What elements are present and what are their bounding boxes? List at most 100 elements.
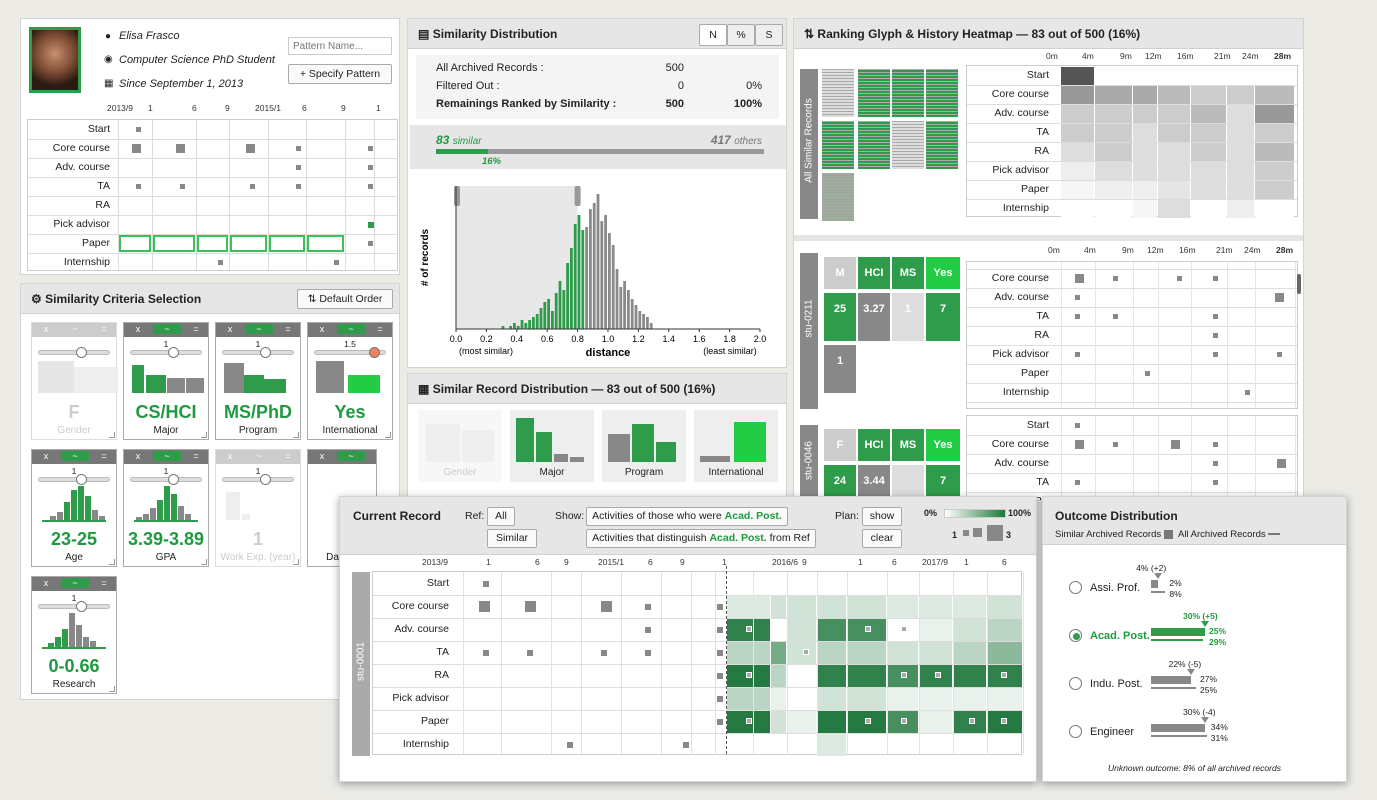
resize-handle-icon[interactable] — [293, 559, 299, 565]
toggle-pct[interactable]: % — [727, 24, 755, 46]
slider-knob[interactable] — [76, 474, 87, 485]
weight-slider[interactable] — [38, 347, 110, 358]
resize-handle-icon[interactable] — [201, 432, 207, 438]
resize-handle-icon[interactable] — [109, 432, 115, 438]
criteria-control[interactable]: = — [193, 324, 199, 334]
criteria-control[interactable]: ~ — [337, 451, 365, 461]
outcome-row-assi-prof[interactable]: Assi. Prof. 4% (+2) 2% 8% — [1043, 553, 1348, 599]
pattern-cell[interactable] — [119, 235, 151, 252]
resize-handle-icon[interactable] — [201, 559, 207, 565]
criteria-control[interactable]: = — [377, 451, 383, 461]
criteria-card-major[interactable]: x ~ = 1 CS/HCI Major — [123, 322, 209, 440]
criteria-card-gender[interactable]: x ~ = F Gender — [31, 322, 118, 440]
criteria-control[interactable]: ~ — [256, 451, 262, 461]
slider-knob[interactable] — [76, 601, 87, 612]
weight-slider[interactable] — [38, 474, 110, 485]
weight-slider[interactable] — [314, 347, 386, 358]
weight-slider[interactable] — [130, 474, 202, 485]
criteria-card-research[interactable]: x ~ = 1 0-0.66 Research — [31, 576, 117, 694]
pattern-name-input[interactable] — [288, 37, 392, 55]
criteria-control[interactable]: ~ — [153, 324, 181, 334]
outcome-row-engineer[interactable]: Engineer 30% (-4) 34% 31% — [1043, 697, 1348, 743]
distribution-card-program[interactable]: Program — [602, 410, 686, 482]
criteria-control[interactable]: = — [101, 451, 107, 461]
pattern-cell[interactable] — [153, 235, 195, 252]
resize-handle-icon[interactable] — [385, 432, 391, 438]
pattern-cell[interactable] — [230, 235, 267, 252]
criteria-card-program[interactable]: x ~ = 1 MS/PhD Program — [215, 322, 301, 440]
show-activities-button[interactable]: Activities of those who were Acad. Post. — [586, 507, 788, 526]
show-distinguish-button[interactable]: Activities that distinguish Acad. Post. … — [586, 529, 816, 548]
criteria-control[interactable]: x — [227, 324, 233, 334]
outcome-radio[interactable] — [1069, 581, 1082, 594]
pattern-cell[interactable] — [269, 235, 305, 252]
criteria-control[interactable]: x — [227, 451, 233, 461]
distribution-card-international[interactable]: International — [694, 410, 778, 482]
resize-handle-icon[interactable] — [293, 432, 299, 438]
outcome-row-indu-post[interactable]: Indu. Post. 22% (-5) 27% 25% — [1043, 649, 1348, 695]
criteria-control[interactable]: = — [101, 324, 107, 334]
criteria-control[interactable]: x — [43, 578, 49, 588]
pattern-cell[interactable] — [197, 235, 228, 252]
ranking-scrollbar[interactable] — [1297, 274, 1301, 294]
specify-pattern-button[interactable]: + Specify Pattern — [288, 64, 392, 84]
criteria-control[interactable]: = — [285, 324, 291, 334]
ref-all-button[interactable]: All — [487, 507, 515, 526]
weight-slider[interactable] — [38, 601, 110, 612]
slider-knob[interactable] — [260, 347, 271, 358]
weight-slider[interactable] — [130, 347, 202, 358]
outcome-radio[interactable] — [1069, 677, 1082, 690]
slider-knob[interactable] — [76, 347, 87, 358]
plan-clear-button[interactable]: clear — [862, 529, 902, 548]
resize-handle-icon[interactable] — [109, 686, 115, 692]
weight-slider[interactable] — [222, 347, 294, 358]
criteria-control[interactable]: = — [285, 451, 291, 461]
slider-knob[interactable] — [168, 474, 179, 485]
criteria-control[interactable]: x — [319, 324, 325, 334]
toggle-n[interactable]: N — [699, 24, 727, 46]
plan-show-button[interactable]: show — [862, 507, 902, 526]
outcome-row-acad-post[interactable]: Acad. Post. 30% (+5) 25% 29% — [1043, 601, 1348, 647]
slider-knob[interactable] — [260, 474, 271, 485]
brush-handle-left[interactable] — [454, 186, 460, 206]
criteria-control[interactable]: x — [135, 324, 141, 334]
default-order-button[interactable]: ⇅ Default Order — [297, 289, 393, 309]
all-records-glyph[interactable] — [822, 69, 962, 221]
heatmap-cell — [1191, 162, 1226, 180]
distribution-card-gender[interactable]: Gender — [418, 410, 502, 482]
pattern-cell[interactable] — [307, 235, 344, 252]
criteria-control[interactable]: ~ — [153, 451, 181, 461]
toggle-s[interactable]: S — [755, 24, 783, 46]
criteria-control[interactable]: x — [43, 324, 49, 334]
distribution-card-major[interactable]: Major — [510, 410, 594, 482]
criteria-control[interactable]: x — [319, 451, 325, 461]
criteria-card-work-exp-year[interactable]: x ~ = 1 1 Work Exp. (year) — [215, 449, 301, 567]
activity-mark — [246, 144, 255, 153]
criteria-control[interactable]: ~ — [61, 578, 89, 588]
criteria-control[interactable]: = — [193, 451, 199, 461]
outcome-radio[interactable] — [1069, 725, 1082, 738]
heatmap-row-label: Start — [1026, 69, 1049, 81]
weight-slider[interactable] — [222, 474, 294, 485]
brush-handle-right[interactable] — [574, 186, 581, 206]
criteria-control[interactable]: = — [377, 324, 383, 334]
slider-knob[interactable] — [369, 347, 380, 358]
slider-knob[interactable] — [168, 347, 179, 358]
histogram-bar — [649, 323, 653, 329]
criteria-control[interactable]: x — [135, 451, 141, 461]
globe-icon: ◉ — [104, 54, 113, 65]
current-row-label: Core course — [391, 600, 449, 612]
record-stu-0046[interactable]: stu-0046 F HCI MS Yes 24 3.44 7 Start Core course… — [794, 415, 1300, 503]
criteria-control[interactable]: ~ — [337, 324, 365, 334]
criteria-control[interactable]: x — [43, 451, 49, 461]
criteria-card-age[interactable]: x ~ = 1 23-25 Age — [31, 449, 117, 567]
criteria-control[interactable]: = — [101, 578, 107, 588]
criteria-card-gpa[interactable]: x ~ = 1 3.39-3.89 GPA — [123, 449, 209, 567]
criteria-control[interactable]: ~ — [61, 451, 89, 461]
ref-similar-button[interactable]: Similar — [487, 529, 537, 548]
criteria-card-international[interactable]: x ~ = 1.5 Yes International — [307, 322, 393, 440]
criteria-control[interactable]: ~ — [72, 324, 78, 334]
resize-handle-icon[interactable] — [109, 559, 115, 565]
criteria-control[interactable]: ~ — [245, 324, 273, 334]
